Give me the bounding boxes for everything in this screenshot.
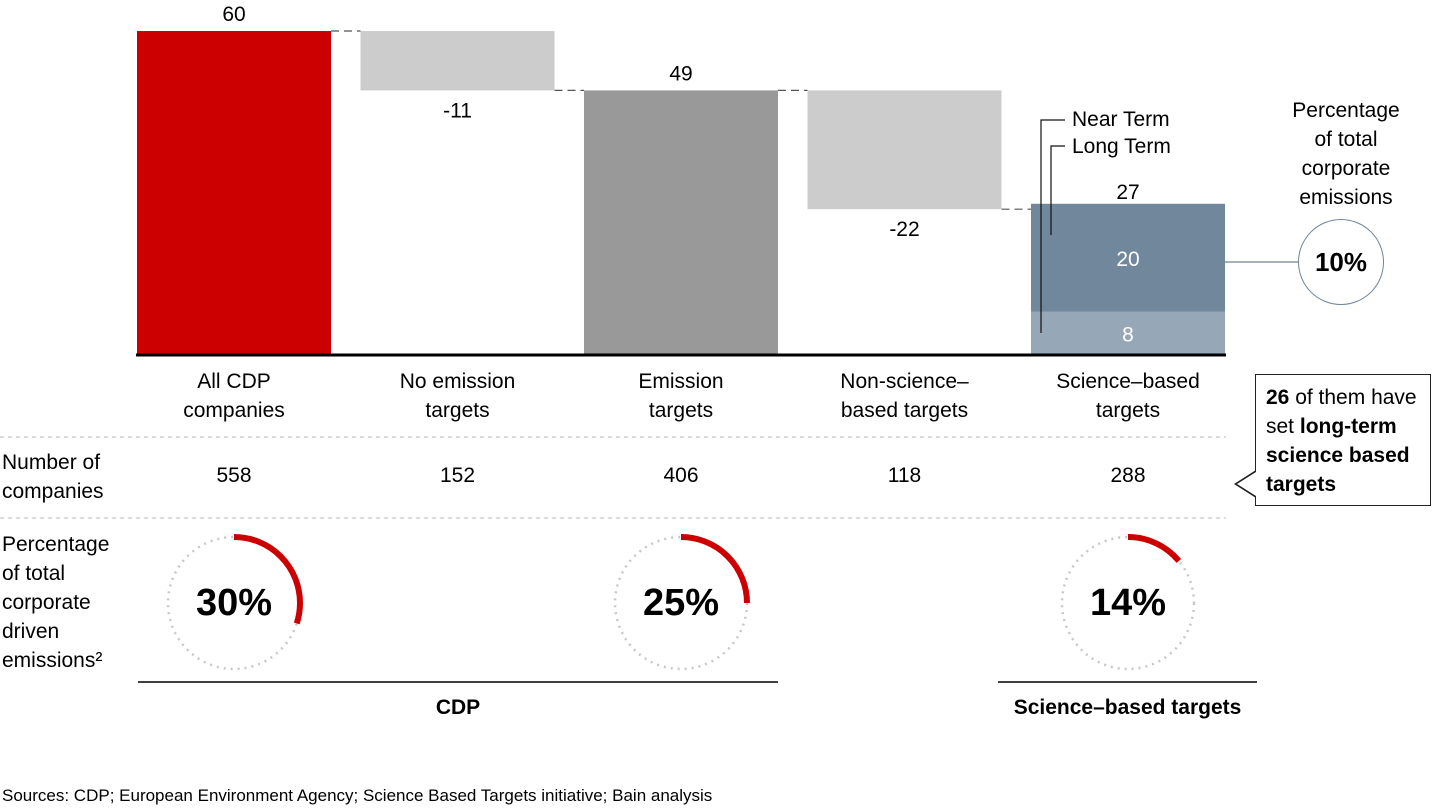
ring-percent-label: 25%	[642, 582, 720, 624]
legend-near-term: Near Term	[1072, 108, 1170, 131]
ring-percent-label: 14%	[1089, 582, 1167, 624]
ring-progress	[612, 534, 750, 672]
legend-long-term: Long Term	[1072, 135, 1171, 158]
row-label-pct-driven: Percentage of total corporate driven emi…	[2, 533, 110, 672]
callout-text: of them have set	[1266, 386, 1417, 438]
company-count: 288	[1110, 464, 1146, 487]
category-label: Emission targets	[638, 370, 724, 422]
row-label-companies: Number of companies	[2, 451, 104, 503]
emissions-badge: 10%	[1298, 219, 1384, 305]
ring-progress	[165, 534, 303, 672]
company-count: 406	[663, 464, 699, 487]
category-label: Science–based targets	[1056, 370, 1200, 422]
source-note: Sources: CDP; European Environment Agenc…	[2, 786, 713, 805]
emissions-badge-title: Percentage of total corporate emissions	[1292, 99, 1400, 209]
ring-track	[1060, 535, 1196, 671]
bar-value-label: 49	[669, 62, 692, 85]
callout-arrow-fill	[1237, 472, 1256, 496]
ring-progress	[1059, 534, 1197, 672]
company-count: 118	[887, 464, 922, 487]
category-label: All CDP companies	[183, 370, 285, 422]
ring-percent-label: 30%	[195, 582, 273, 624]
bar-4	[807, 90, 1002, 210]
company-count: 558	[216, 464, 252, 487]
bar-segment-long-term	[1031, 311, 1225, 355]
bar-1	[137, 31, 331, 355]
callout-bold-text: long-term science based targets	[1266, 415, 1410, 496]
legend-leader-near-term	[1040, 119, 1065, 333]
bar-value-label: -22	[889, 218, 919, 241]
group-label-cdp: CDP	[435, 696, 481, 719]
callout-box: 26 of them have set long-term science ba…	[1255, 374, 1431, 506]
bar-2	[360, 31, 555, 91]
bar-value-label: 60	[222, 3, 245, 26]
legend-leader-long-term	[1050, 145, 1065, 235]
segment-value-label: 8	[1122, 323, 1134, 346]
segment-value-label: 20	[1116, 248, 1139, 271]
pct-ring: 25%	[611, 533, 751, 673]
bar-3	[584, 90, 778, 356]
category-label: Non-science– based targets	[840, 370, 969, 422]
bar-segment-near-term	[1031, 203, 1225, 312]
bar-value-label: 27	[1116, 181, 1139, 204]
callout-count: 26	[1266, 386, 1290, 409]
pct-ring: 30%	[164, 533, 304, 673]
category-label: No emission targets	[399, 370, 516, 422]
pct-ring: 14%	[1058, 533, 1198, 673]
group-label-sbt: Science–based targets	[1013, 696, 1242, 719]
company-count: 152	[439, 464, 476, 487]
bar-value-label: -11	[443, 99, 472, 122]
